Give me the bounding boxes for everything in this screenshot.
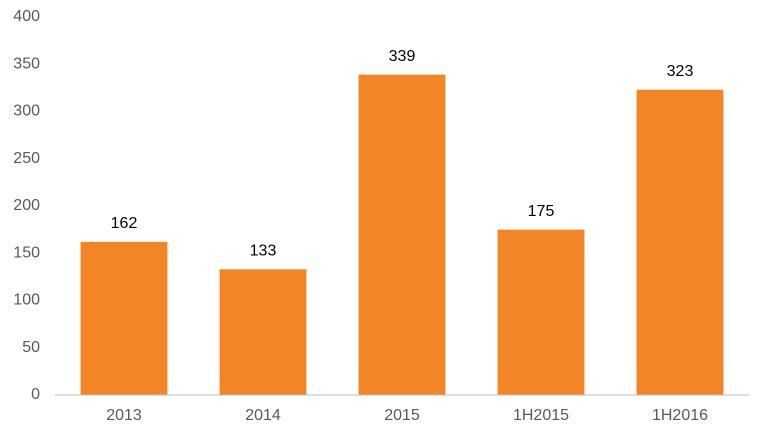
y-tick-label: 300	[13, 103, 40, 120]
bar	[358, 74, 446, 396]
bar	[497, 229, 585, 395]
x-tick-label: 1H2016	[652, 407, 708, 424]
bar	[80, 241, 168, 395]
data-label: 339	[389, 48, 416, 65]
x-tick-label: 2015	[384, 407, 420, 424]
data-label: 162	[111, 215, 138, 232]
y-tick-label: 250	[13, 150, 40, 167]
data-label: 323	[667, 63, 694, 80]
bar	[219, 269, 307, 395]
y-tick-label: 50	[22, 339, 40, 356]
y-tick-label: 0	[31, 386, 40, 403]
y-tick-label: 200	[13, 197, 40, 214]
bar	[636, 89, 724, 395]
x-tick-label: 2014	[245, 407, 281, 424]
y-tick-label: 100	[13, 292, 40, 309]
y-tick-label: 350	[13, 55, 40, 72]
x-tick-label: 1H2015	[513, 407, 569, 424]
data-label: 175	[528, 203, 555, 220]
data-label: 133	[250, 243, 277, 260]
y-tick-label: 400	[13, 8, 40, 25]
x-tick-label: 2013	[106, 407, 142, 424]
y-tick-label: 150	[13, 244, 40, 261]
